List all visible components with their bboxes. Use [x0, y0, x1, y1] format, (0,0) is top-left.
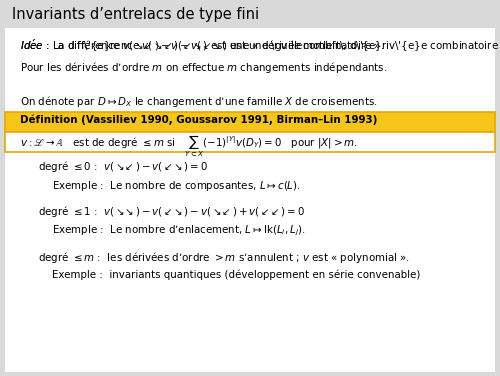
Text: Pour les dérivées d’ordre $m$ on effectue $m$ changements indépendants.: Pour les dérivées d’ordre $m$ on effectu… [20, 60, 388, 75]
Text: degré $\leq m$ :  les dérivées d’ordre $> m$ s’annulent ; $v$ est « polynomial »: degré $\leq m$ : les dérivées d’ordre $>… [38, 250, 410, 265]
Text: Définition (Vassiliev 1990, Goussarov 1991, Birman–Lin 1993): Définition (Vassiliev 1990, Goussarov 19… [20, 114, 378, 124]
FancyBboxPatch shape [5, 112, 495, 132]
Text: degré $\leq 0$ :  $v(\searrow\!\!\swarrow) - v(\swarrow\!\!\searrow) = 0$: degré $\leq 0$ : $v(\searrow\!\!\swarrow… [38, 159, 207, 174]
Text: Exemple :  Le nombre de composantes, $L \mapsto c(L)$.: Exemple : Le nombre de composantes, $L \… [52, 179, 302, 193]
Text: Invariants d’entrelacs de type fini: Invariants d’entrelacs de type fini [12, 7, 260, 22]
Text: Exemple :  Le nombre d’enlacement, $L \mapsto \mathrm{lk}(L_i, L_j)$.: Exemple : Le nombre d’enlacement, $L \ma… [52, 224, 306, 238]
Text: $v: \mathscr{L} \to \mathbb{A}$   est de degré $\leq m$ si   $\sum_{Y \subset X}: $v: \mathscr{L} \to \mathbb{A}$ est de d… [20, 134, 358, 159]
FancyBboxPatch shape [5, 132, 495, 152]
Text: Exemple :  invariants quantiques (développement en série convenable): Exemple : invariants quantiques (dévelop… [52, 270, 421, 280]
Text: $\mathit{Id\acute{e}e}$ : La différence $v(\searrow\!\!\swarrow) - v(\swarrow\!\: $\mathit{Id\acute{e}e}$ : La différence … [20, 38, 384, 53]
Text: On dénote par $D \mapsto D_X$ le changement d’une famille $X$ de croisements.: On dénote par $D \mapsto D_X$ le changem… [20, 94, 378, 109]
Text: degré $\leq 1$ :  $v(\searrow\!\!\searrow) - v(\swarrow\!\!\searrow) - v(\searro: degré $\leq 1$ : $v(\searrow\!\!\searrow… [38, 205, 304, 220]
FancyBboxPatch shape [5, 28, 495, 372]
FancyBboxPatch shape [0, 0, 500, 28]
Text: $\mathit{Id\'{e}e}$ : La diff\'{e}rence $v(\searrow\!\!\swarrow) - v(\swarrow\!\: $\mathit{Id\'{e}e}$ : La diff\'{e}rence … [20, 38, 500, 54]
